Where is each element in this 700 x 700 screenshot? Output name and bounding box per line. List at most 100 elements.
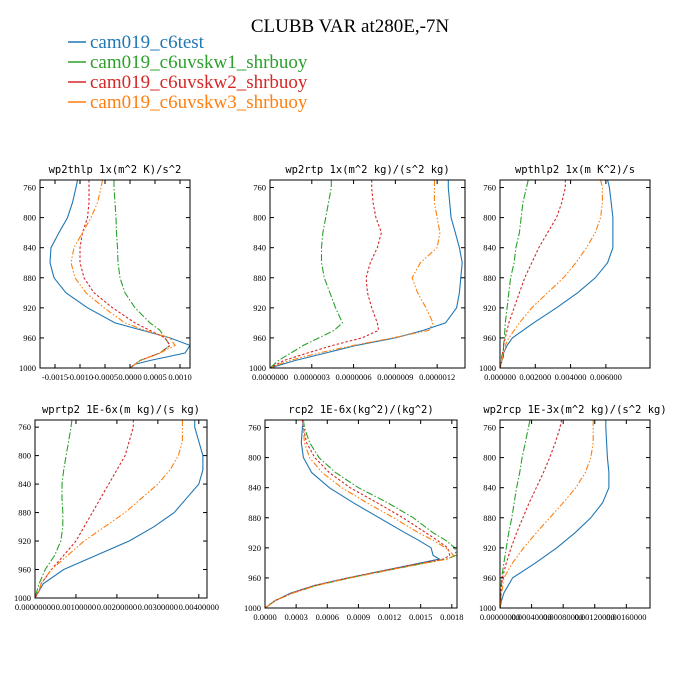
y-tick-label: 1000 <box>479 363 496 373</box>
x-tick-label: 0.0000 <box>253 612 276 622</box>
series-line <box>35 420 134 598</box>
y-tick-label: 840 <box>483 483 496 493</box>
legend-label: cam019_c6test <box>90 32 205 53</box>
y-tick-label: 840 <box>253 243 266 253</box>
x-tick-label: 0.00120000 <box>575 612 615 622</box>
series-line <box>500 420 610 608</box>
x-tick-label: 0.00300000 <box>138 602 178 612</box>
series-line <box>500 420 594 608</box>
y-tick-label: 880 <box>483 513 496 523</box>
panel-frame <box>499 419 651 609</box>
panel-title: wprtp2 1E-6x(m kg)/(s kg) <box>42 404 200 416</box>
y-tick-label: 880 <box>18 508 31 518</box>
series-line <box>270 180 344 368</box>
y-tick-label: 880 <box>248 513 261 523</box>
y-tick-label: 840 <box>483 243 496 253</box>
series-line <box>500 420 563 608</box>
legend-label: cam019_c6uvskw1_shrbuoy <box>90 52 308 73</box>
series-line <box>113 180 171 368</box>
x-tick-label: 0.00000000 <box>15 602 55 612</box>
y-tick-label: 800 <box>483 213 496 223</box>
series-group <box>270 180 463 368</box>
series-line <box>270 180 441 368</box>
y-tick-label: 920 <box>483 543 496 553</box>
panel-title: wp2thlp 1x(m^2 K)/s^2 <box>49 164 182 176</box>
series-line <box>270 180 382 368</box>
series-line <box>35 420 73 598</box>
y-tick-label: 800 <box>483 453 496 463</box>
x-tick-label: 0.0003 <box>284 612 307 622</box>
y-tick-label: 800 <box>248 453 261 463</box>
panel-frame <box>34 419 208 599</box>
y-tick-label: 760 <box>23 183 36 193</box>
x-tick-label: 0.0000003 <box>294 372 330 382</box>
y-tick-label: 760 <box>483 423 496 433</box>
panel-frame <box>499 179 651 369</box>
y-tick-label: 960 <box>253 333 266 343</box>
y-tick-label: 760 <box>248 423 261 433</box>
y-tick-label: 1000 <box>14 593 31 603</box>
x-tick-label: -0.0005 <box>92 372 118 382</box>
chart-panels: wp2thlp 1x(m^2 K)/s^2 760 800 840 880 920 960 1… <box>14 164 667 622</box>
series-line <box>70 180 176 368</box>
x-tick-label: 0.00400000 <box>179 602 219 612</box>
x-tick-label: 0.006000 <box>590 372 622 382</box>
x-tick-label: 0.000000 <box>484 372 516 382</box>
y-tick-label: 920 <box>23 303 36 313</box>
x-tick-label: 0.0000012 <box>419 372 455 382</box>
legend: cam019_c6testcam019_c6uvskw1_shrbuoycam0… <box>68 32 308 113</box>
x-tick-label: 0.0000009 <box>377 372 413 382</box>
panel-title: wp2rtp 1x(m^2 kg)/(s^2 kg) <box>285 164 449 176</box>
chart-panel: wp2thlp 1x(m^2 K)/s^2 760 800 840 880 920 960 1… <box>19 164 192 382</box>
y-tick-label: 960 <box>483 573 496 583</box>
y-tick-label: 800 <box>18 451 31 461</box>
x-tick-label: 0.0006 <box>316 612 339 622</box>
y-tick-label: 960 <box>248 573 261 583</box>
x-tick-label: 0.00040000 <box>511 612 551 622</box>
y-tick-label: 840 <box>248 483 261 493</box>
y-tick-label: 920 <box>253 303 266 313</box>
x-tick-label: -0.0015 <box>42 372 68 382</box>
legend-label: cam019_c6uvskw2_shrbuoy <box>90 72 308 93</box>
series-group <box>35 420 204 598</box>
x-tick-label: 0.0015 <box>409 612 432 622</box>
y-tick-label: 1000 <box>479 603 496 613</box>
y-tick-label: 1000 <box>249 363 266 373</box>
x-tick-label: 0.002000 <box>519 372 551 382</box>
series-line <box>35 420 204 598</box>
panel-title: wp2rcp 1E-3x(m^2 kg)/(s^2 kg) <box>483 404 666 416</box>
series-group <box>500 180 614 368</box>
series-line <box>265 420 451 608</box>
series-line <box>79 180 171 368</box>
x-tick-label: 0.00080000 <box>543 612 583 622</box>
y-tick-label: 960 <box>483 333 496 343</box>
panel-title: rcp2 1E-6x(kg^2)/(kg^2) <box>288 404 433 416</box>
y-tick-label: 840 <box>23 243 36 253</box>
x-tick-label: 0.00160000 <box>606 612 646 622</box>
x-tick-label: 0.0000000 <box>252 372 288 382</box>
legend-item: cam019_c6uvskw2_shrbuoy <box>68 72 308 93</box>
chart-panel: wp2rtp 1x(m^2 kg)/(s^2 kg) 760 800 840 880 92… <box>249 164 466 382</box>
chart-panel: wprtp2 1E-6x(m kg)/(s kg) 760 800 840 880 920… <box>14 404 219 612</box>
x-tick-label: 0.0005 <box>143 372 166 382</box>
x-tick-label: 0.0000 <box>118 372 141 382</box>
chart-panel: wp2rcp 1E-3x(m^2 kg)/(s^2 kg) 760 800 840 88… <box>479 404 667 622</box>
y-tick-label: 960 <box>18 565 31 575</box>
panel-title: wpthlp2 1x(m K^2)/s <box>515 164 635 176</box>
x-tick-label: 0.00100000 <box>56 602 96 612</box>
x-tick-label: 0.0012 <box>378 612 401 622</box>
x-tick-label: 0.0000006 <box>336 372 372 382</box>
series-line <box>265 420 455 608</box>
y-tick-label: 880 <box>253 273 266 283</box>
panel-frame <box>269 179 466 369</box>
figure-title: CLUBB VAR at280E,-7N <box>251 16 450 37</box>
x-tick-label: -0.0010 <box>67 372 93 382</box>
y-tick-label: 1000 <box>19 363 36 373</box>
legend-item: cam019_c6test <box>68 32 205 53</box>
series-line <box>49 180 190 368</box>
x-tick-label: 0.0009 <box>347 612 370 622</box>
y-tick-label: 920 <box>18 536 31 546</box>
y-tick-label: 840 <box>18 479 31 489</box>
series-line <box>270 180 463 368</box>
